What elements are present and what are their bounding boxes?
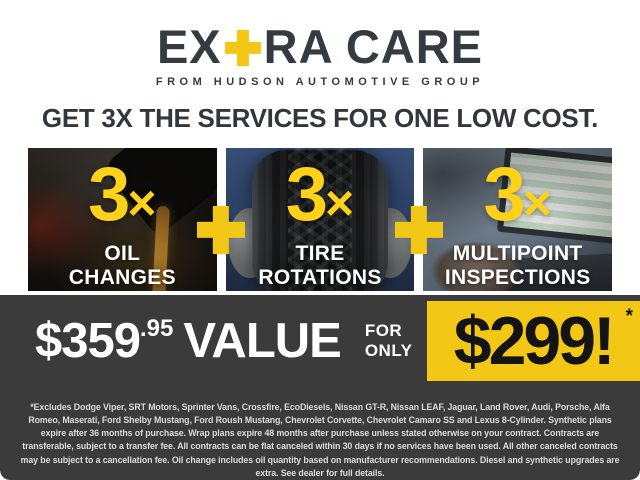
- brand-name: EX RA CARE: [0, 22, 640, 72]
- service-panel-tire-rotations: 3× TIRE ROTATIONS: [225, 148, 415, 291]
- hand-photo: [430, 240, 522, 291]
- disclaimer-text: *Excludes Dodge Viper, SRT Motors, Sprin…: [20, 401, 620, 478]
- service-label: OIL CHANGES: [68, 242, 176, 289]
- headline: GET 3X THE SERVICES FOR ONE LOW COST.: [41, 103, 599, 133]
- asterisk-footnote: *: [625, 305, 633, 327]
- photo-shade: [423, 148, 613, 291]
- sale-price-badge: $299! *: [426, 300, 640, 381]
- service-multiplier: 3×: [88, 152, 157, 237]
- brand-name-prefix: EX: [156, 20, 222, 73]
- offer-band: $359.95 VALUE FOR ONLY $299! * *Excludes D…: [0, 294, 640, 480]
- plus-icon: [197, 206, 245, 254]
- value-price: $359.95 VALUE: [35, 313, 342, 368]
- service-panel-oil-changes: 3× OIL CHANGES: [28, 148, 217, 291]
- photo-shade: [28, 148, 217, 291]
- tire-photo: [252, 150, 388, 291]
- brand-tagline: FROM HUDSON AUTOMOTIVE GROUP: [155, 76, 485, 88]
- brand-logo: EX RA CARE FROM HUDSON AUTOMOTIVE GROUP: [0, 0, 640, 89]
- plus-icon: [225, 30, 261, 66]
- plus-icon: [395, 206, 443, 254]
- service-label: TIRE ROTATIONS: [258, 242, 382, 289]
- service-multiplier: 3×: [483, 152, 552, 237]
- price-row: $359.95 VALUE FOR ONLY $299! *: [35, 300, 640, 381]
- brand-name-suffix: RA CARE: [263, 20, 484, 73]
- photo-shade: [225, 148, 415, 291]
- service-multiplier: 3×: [285, 152, 355, 237]
- service-panel-multipoint-inspections: 3× MULTIPOINT INSPECTIONS: [423, 148, 613, 291]
- services-row: 3× OIL CHANGES 3× TIRE ROTATIONS: [28, 148, 613, 291]
- for-only-label: FOR ONLY: [364, 321, 413, 360]
- tire-tread-photo: [287, 148, 353, 291]
- service-label: MULTIPOINT INSPECTIONS: [444, 242, 591, 289]
